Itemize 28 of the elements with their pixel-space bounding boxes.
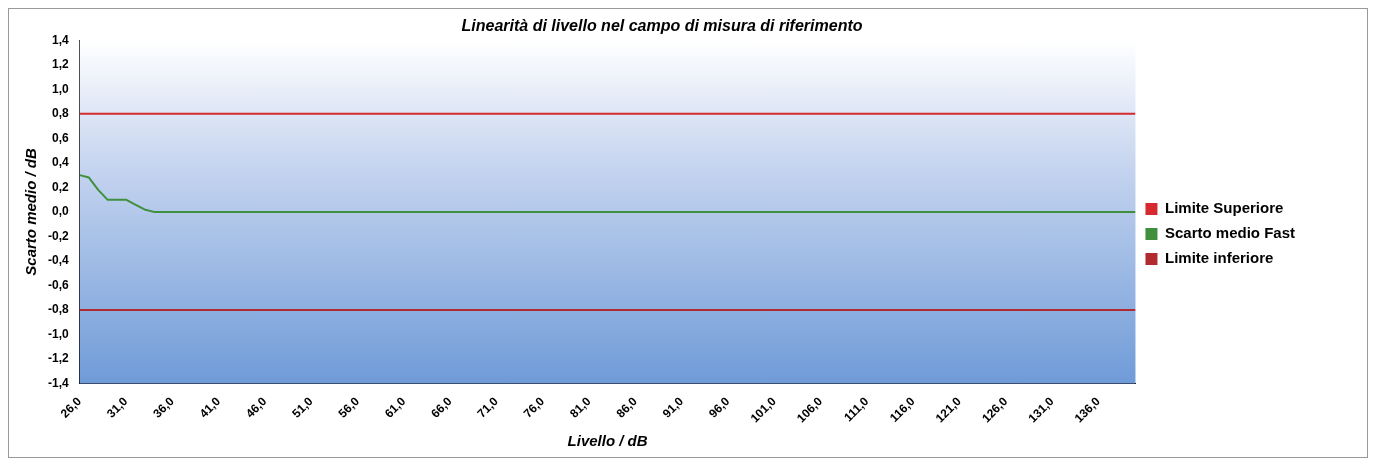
y-tick-label: -0,8 (47, 302, 69, 317)
y-tick-label: 0,2 (51, 179, 69, 194)
x-tick-label: 61,0 (381, 394, 409, 421)
y-tick-label: 1,0 (51, 81, 69, 96)
y-tick-label: 0,6 (51, 130, 69, 145)
y-tick-label: 0,4 (51, 155, 69, 170)
y-tick-label: 0,8 (51, 106, 69, 121)
x-axis-title: Livello / dB (567, 432, 648, 450)
legend-label: Limite inferiore (1164, 249, 1274, 267)
legend-label: Limite Superiore (1164, 199, 1284, 217)
x-tick-label: 41,0 (196, 394, 224, 421)
y-tick-label: -0,4 (47, 253, 69, 268)
legend-label: Scarto medio Fast (1164, 224, 1296, 242)
y-axis-title: Scarto medio / dB (22, 147, 40, 276)
y-tick-label: 0,0 (51, 204, 69, 219)
chart-title: Linearità di livello nel campo di misura di riferimento (461, 17, 863, 35)
x-tick-label: 91,0 (659, 394, 687, 421)
y-tick-label: -0,6 (47, 277, 69, 292)
y-tick-label: -0,2 (47, 228, 69, 243)
x-tick-label: 46,0 (242, 394, 270, 421)
x-tick-label: 71,0 (474, 394, 502, 421)
y-tick-label: 1,4 (51, 32, 69, 47)
x-tick-label: 66,0 (428, 394, 455, 421)
x-tick-label: 76,0 (520, 394, 548, 421)
y-tick-label: -1,0 (47, 326, 69, 341)
y-tick-label: -1,4 (47, 375, 69, 390)
y-tick-label: 1,2 (51, 57, 69, 72)
y-tick-label: -1,2 (47, 351, 69, 366)
